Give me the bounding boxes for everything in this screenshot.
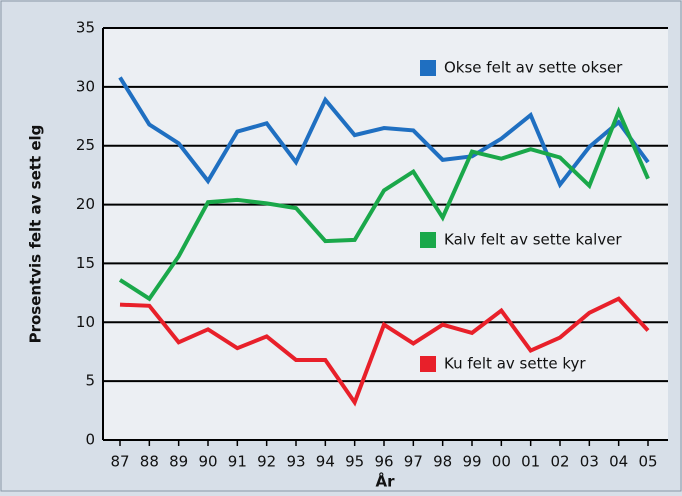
legend-label: Ku felt av sette kyr bbox=[444, 355, 586, 373]
y-axis-title: Prosentvis felt av sett elg bbox=[27, 125, 45, 344]
legend-swatch bbox=[420, 60, 436, 76]
y-tick-label: 15 bbox=[76, 254, 95, 272]
x-tick-label: 91 bbox=[228, 453, 247, 471]
x-tick-label: 05 bbox=[638, 453, 657, 471]
legend-swatch bbox=[420, 232, 436, 248]
x-tick-label: 98 bbox=[433, 453, 452, 471]
x-tick-label: 04 bbox=[609, 453, 628, 471]
legend-swatch bbox=[420, 356, 436, 372]
y-tick-label: 35 bbox=[76, 19, 95, 37]
y-tick-label: 20 bbox=[76, 195, 95, 213]
y-tick-label: 25 bbox=[76, 136, 95, 154]
x-tick-label: 96 bbox=[374, 453, 393, 471]
series-line bbox=[118, 106, 650, 302]
x-tick-label: 92 bbox=[257, 453, 276, 471]
y-tick-label: 30 bbox=[76, 77, 95, 95]
x-tick-label: 00 bbox=[492, 453, 511, 471]
series-line bbox=[119, 296, 650, 407]
x-tick-label: 01 bbox=[521, 453, 540, 471]
x-tick-label: 02 bbox=[550, 453, 569, 471]
x-tick-label: 89 bbox=[169, 453, 188, 471]
x-tick-label: 88 bbox=[140, 453, 159, 471]
legend-label: Kalv felt av sette kalver bbox=[444, 231, 622, 249]
plot-area bbox=[103, 28, 668, 440]
y-tick-label: 10 bbox=[76, 313, 95, 331]
x-axis-title: År bbox=[375, 472, 395, 491]
x-tick-label: 94 bbox=[316, 453, 335, 471]
x-tick-label: 90 bbox=[198, 453, 217, 471]
x-tick-label: 97 bbox=[404, 453, 423, 471]
x-tick-label: 99 bbox=[462, 453, 481, 471]
series-line bbox=[118, 76, 650, 189]
x-tick-label: 03 bbox=[580, 453, 599, 471]
y-tick-label: 5 bbox=[85, 372, 95, 390]
y-tick-label: 0 bbox=[85, 431, 95, 449]
x-tick-label: 93 bbox=[286, 453, 305, 471]
x-tick-label: 87 bbox=[110, 453, 129, 471]
x-tick-label: 95 bbox=[345, 453, 364, 471]
legend-label: Okse felt av sette okser bbox=[444, 59, 623, 77]
